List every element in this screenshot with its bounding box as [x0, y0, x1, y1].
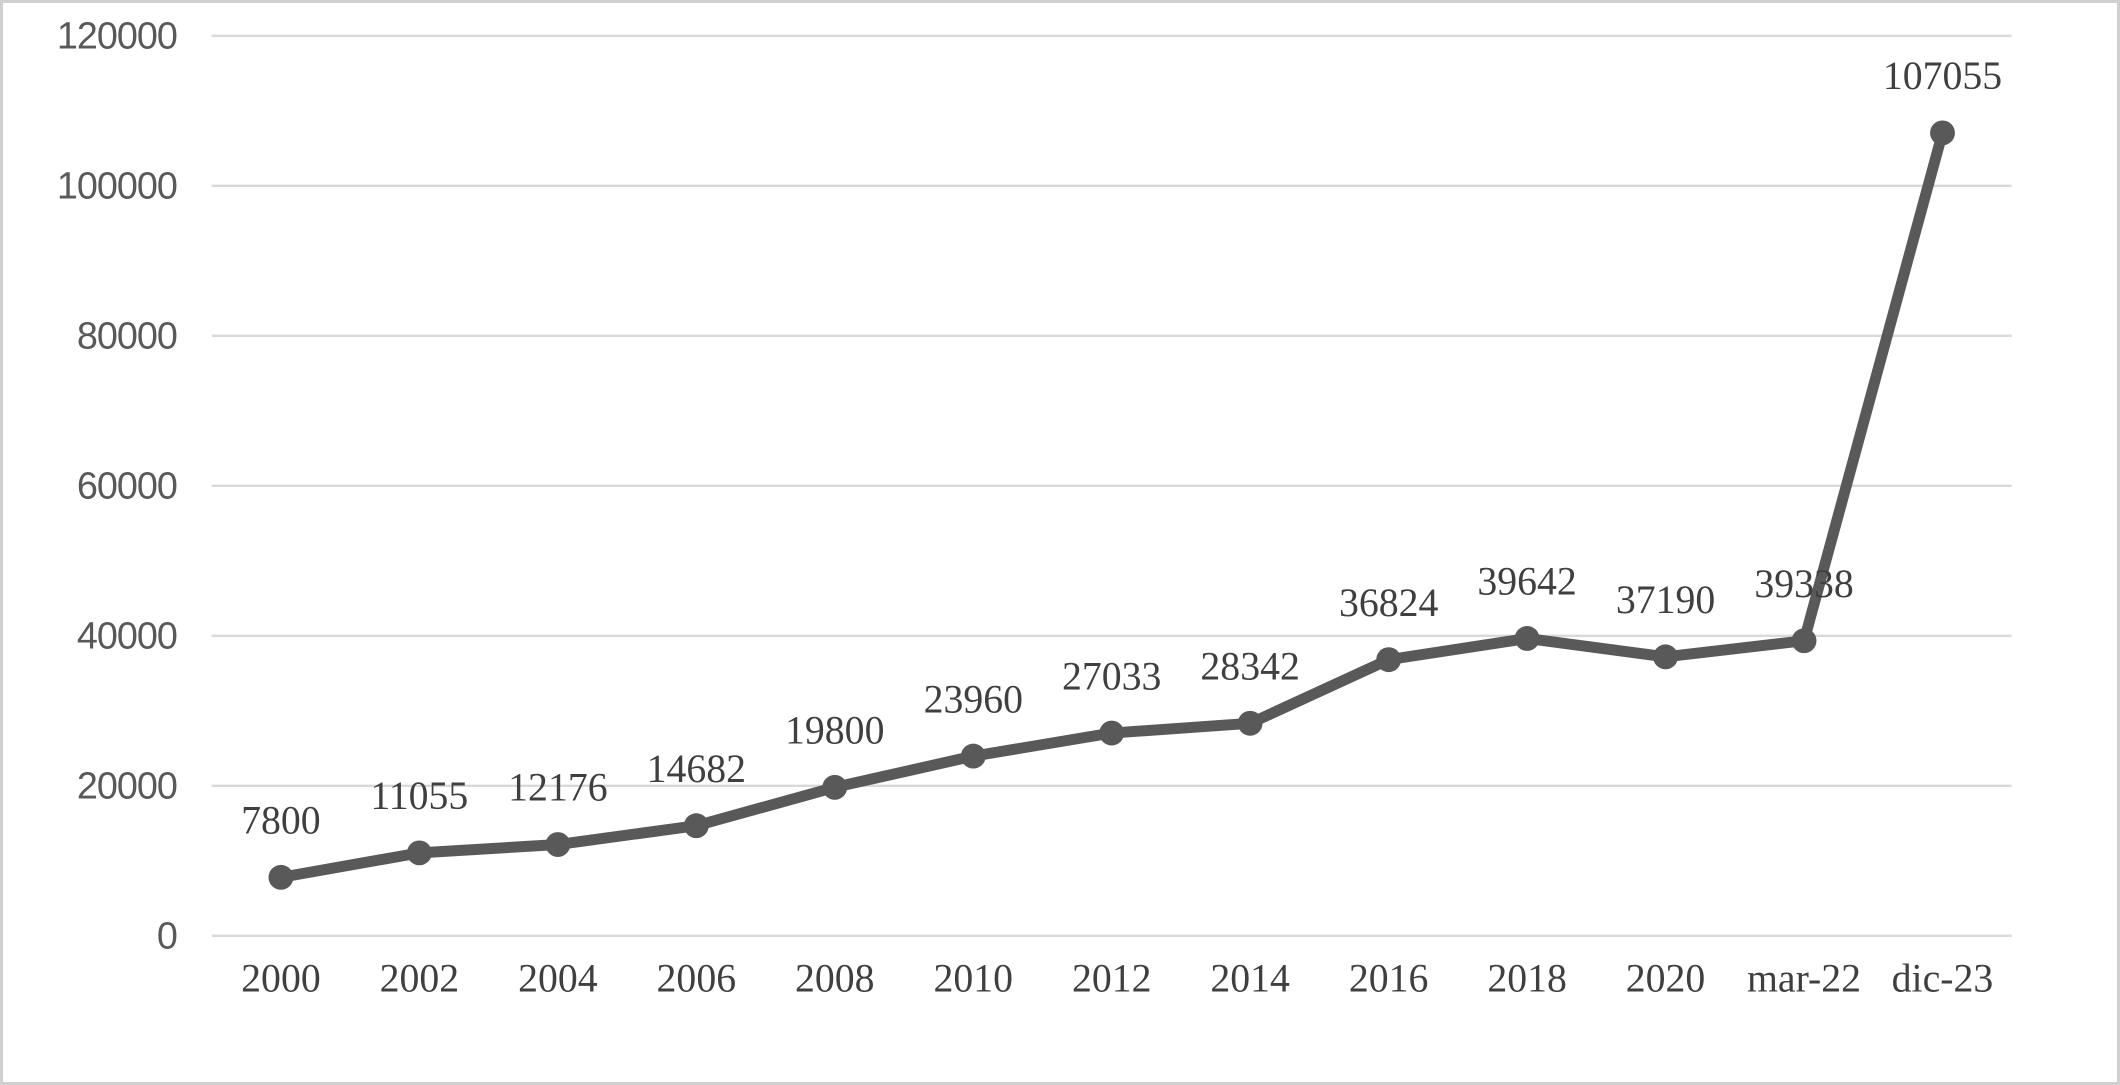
y-axis-labels: 0 20000 40000 60000 80000 100000 120000 [57, 16, 178, 958]
data-point-label: 23960 [924, 677, 1023, 721]
x-axis-category-label: dic-23 [1892, 957, 1994, 1001]
data-point-label: 36824 [1339, 581, 1439, 625]
data-point-marker [822, 774, 848, 800]
y-axis-tick-label: 20000 [77, 766, 177, 808]
data-point-label: 28342 [1200, 645, 1299, 689]
y-axis-tick-label: 80000 [77, 316, 177, 358]
x-axis-category-label: 2000 [241, 957, 321, 1001]
data-point-marker [545, 832, 571, 857]
y-axis-tick-label: 100000 [57, 166, 177, 208]
x-axis-category-label: 2010 [933, 957, 1013, 1001]
data-point-marker [268, 864, 294, 890]
y-axis-tick-label: 60000 [77, 466, 177, 508]
data-point-label: 19800 [785, 709, 884, 753]
data-point-label: 37190 [1616, 578, 1715, 622]
data-point-marker [406, 840, 432, 866]
data-point-label: 39338 [1754, 562, 1853, 606]
x-axis-category-label: 2018 [1487, 957, 1567, 1001]
data-point-marker [1237, 710, 1263, 736]
data-point-marker [1791, 628, 1817, 654]
x-axis-labels: 2000 2002 2004 2006 2008 2010 2012 2014 2016 2018… [241, 957, 1993, 1001]
x-axis-category-label: 2006 [657, 957, 737, 1001]
data-series [268, 120, 1955, 890]
y-axis-tick-label: 0 [157, 916, 177, 958]
data-point-labels: 7800 11055 12176 14682 19800 23960 27033 28342 3… [241, 54, 2002, 842]
data-point-marker [1099, 720, 1125, 746]
x-axis-category-label: 2016 [1349, 957, 1429, 1001]
gridlines [211, 34, 2012, 938]
x-axis-category-label: 2020 [1626, 957, 1706, 1001]
x-axis-category-label: 2014 [1210, 957, 1290, 1001]
data-point-label: 14682 [647, 747, 746, 791]
data-point-marker [683, 813, 709, 839]
data-point-label: 107055 [1883, 54, 2002, 98]
x-axis-category-label: 2012 [1072, 957, 1152, 1001]
data-point-marker [960, 743, 986, 769]
data-point-marker [1930, 120, 1955, 146]
data-point-label: 39642 [1477, 560, 1576, 604]
data-point-label: 27033 [1062, 654, 1161, 698]
y-axis-tick-label: 120000 [57, 16, 177, 58]
data-point-label: 12176 [508, 766, 607, 810]
data-point-marker [1514, 626, 1540, 651]
x-axis-category-label: 2004 [518, 957, 598, 1001]
data-point-label: 7800 [241, 799, 321, 843]
x-axis-category-label: mar-22 [1747, 957, 1861, 1001]
data-point-label: 11055 [370, 774, 468, 818]
y-axis-tick-label: 40000 [77, 616, 177, 658]
data-point-marker [1376, 647, 1402, 673]
x-axis-category-label: 2002 [380, 957, 460, 1001]
data-point-marker [1653, 644, 1678, 670]
x-axis-category-label: 2008 [795, 957, 875, 1001]
